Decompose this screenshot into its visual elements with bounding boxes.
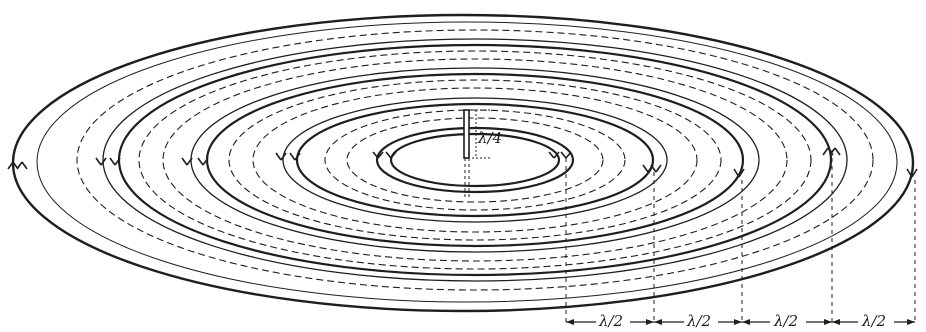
wavefront-ring-3-outer-outline	[190, 67, 760, 253]
wavefront-ring-2-dashed-outer	[228, 79, 722, 241]
wavefront-ring-1-dashed-outer	[324, 109, 626, 211]
half-wavelength-label-3: λ/2	[773, 312, 798, 330]
arrow-marker-right-1	[548, 151, 572, 159]
arrow-marker-right-5	[906, 168, 918, 178]
dimension-arrowheads	[566, 319, 915, 325]
half-wavelength-label-2: λ/2	[686, 312, 711, 330]
arrow-marker-right-4	[822, 147, 841, 156]
arrow-marker-right-3	[733, 168, 745, 178]
antenna-quarter-wave-label: λ/4	[477, 129, 502, 147]
arrow-marker-right-2	[642, 164, 662, 173]
wave-rings	[11, 13, 915, 313]
arrow-marker-left-3	[181, 157, 209, 166]
antenna: λ/4	[463, 109, 502, 200]
arrow-marker-left-1	[7, 161, 28, 170]
wavefront-ring-3-dashed-outer	[138, 50, 812, 270]
wavefront-ring-2-inner-outline	[295, 102, 655, 218]
wavefront-ring-1-dashed	[346, 117, 604, 203]
wavefront-ring-4-dashed	[76, 29, 874, 291]
arrow-marker-left-5	[372, 151, 397, 159]
outer-boundary-thin	[36, 21, 898, 303]
half-wavelength-label-1: λ/2	[598, 312, 623, 330]
drop-lines	[565, 150, 916, 322]
wavefront-ring-3-inner-outline	[205, 72, 745, 248]
half-wavelength-label-4: λ/2	[861, 312, 886, 330]
wavefront-ring-4-outer-outline	[102, 38, 848, 282]
direction-arrows	[7, 147, 918, 178]
wavefront-ring-1-inner-outline	[389, 132, 561, 188]
arrow-marker-left-2	[95, 157, 121, 166]
wavefront-ring-3-dashed	[162, 58, 788, 262]
arrow-marker-left-4	[275, 152, 301, 161]
wavefront-ring-1-outer-outline	[375, 126, 575, 194]
antenna-rod	[463, 109, 470, 159]
half-wavelength-dimensions: λ/2 λ/2 λ/2 λ/2	[566, 310, 915, 330]
wavefront-ring-2-dashed	[252, 87, 698, 233]
wavefront-ring-2-outer-outline	[282, 97, 668, 223]
